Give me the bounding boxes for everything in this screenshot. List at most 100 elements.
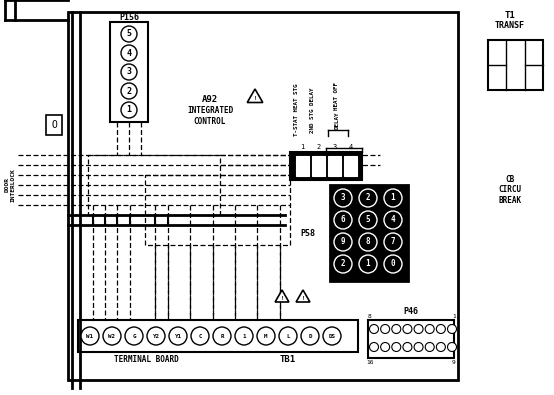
Circle shape bbox=[384, 211, 402, 229]
Text: 4: 4 bbox=[348, 144, 353, 150]
Text: TRANSF: TRANSF bbox=[495, 21, 525, 30]
Circle shape bbox=[169, 327, 187, 345]
Text: P46: P46 bbox=[403, 307, 418, 316]
Text: Y2: Y2 bbox=[152, 333, 160, 339]
Text: D: D bbox=[308, 333, 312, 339]
Text: 9: 9 bbox=[452, 359, 456, 365]
Text: 1: 1 bbox=[300, 144, 305, 150]
Circle shape bbox=[334, 211, 352, 229]
Text: W2: W2 bbox=[109, 333, 115, 339]
Circle shape bbox=[448, 342, 456, 352]
Circle shape bbox=[279, 327, 297, 345]
Text: 2: 2 bbox=[126, 87, 131, 96]
Bar bbox=[328, 156, 341, 176]
Bar bbox=[46, 115, 62, 135]
Text: 1: 1 bbox=[391, 194, 396, 203]
Circle shape bbox=[381, 325, 389, 333]
Text: 4: 4 bbox=[391, 216, 396, 224]
Circle shape bbox=[359, 233, 377, 251]
Circle shape bbox=[191, 327, 209, 345]
Circle shape bbox=[121, 45, 137, 61]
Text: L: L bbox=[286, 333, 290, 339]
Text: CB
CIRCU
BREAK: CB CIRCU BREAK bbox=[499, 175, 521, 205]
Circle shape bbox=[147, 327, 165, 345]
Circle shape bbox=[359, 189, 377, 207]
Text: 9: 9 bbox=[341, 237, 345, 246]
Text: 3: 3 bbox=[126, 68, 131, 77]
Circle shape bbox=[121, 26, 137, 42]
Text: TERMINAL BOARD: TERMINAL BOARD bbox=[114, 356, 178, 365]
Bar bbox=[290, 152, 362, 180]
Polygon shape bbox=[247, 89, 263, 102]
Circle shape bbox=[301, 327, 319, 345]
Text: INTEGRATED
CONTROL: INTEGRATED CONTROL bbox=[187, 106, 233, 126]
Text: 2ND STG DELAY: 2ND STG DELAY bbox=[310, 87, 315, 133]
Circle shape bbox=[437, 342, 445, 352]
Text: 0: 0 bbox=[391, 260, 396, 269]
Circle shape bbox=[121, 102, 137, 118]
Circle shape bbox=[384, 255, 402, 273]
Circle shape bbox=[370, 325, 378, 333]
Text: 1: 1 bbox=[242, 333, 246, 339]
Circle shape bbox=[414, 342, 423, 352]
Bar bbox=[344, 156, 357, 176]
Text: 8: 8 bbox=[366, 237, 370, 246]
Text: 8: 8 bbox=[368, 314, 372, 320]
Text: G: G bbox=[132, 333, 136, 339]
Circle shape bbox=[392, 342, 401, 352]
Circle shape bbox=[257, 327, 275, 345]
Text: W1: W1 bbox=[86, 333, 94, 339]
Text: P156: P156 bbox=[119, 13, 139, 21]
Circle shape bbox=[359, 255, 377, 273]
Circle shape bbox=[425, 325, 434, 333]
Text: TB1: TB1 bbox=[280, 356, 296, 365]
Text: !: ! bbox=[280, 297, 284, 301]
Circle shape bbox=[403, 325, 412, 333]
Circle shape bbox=[414, 325, 423, 333]
Text: O: O bbox=[51, 120, 57, 130]
Polygon shape bbox=[275, 290, 289, 302]
Text: 1: 1 bbox=[366, 260, 370, 269]
Circle shape bbox=[384, 233, 402, 251]
Text: C: C bbox=[198, 333, 202, 339]
Circle shape bbox=[437, 325, 445, 333]
Text: 1: 1 bbox=[126, 105, 131, 115]
Circle shape bbox=[121, 64, 137, 80]
Text: DELAY: DELAY bbox=[335, 111, 340, 129]
Text: M: M bbox=[264, 333, 268, 339]
Circle shape bbox=[403, 342, 412, 352]
Text: HEAT OFF: HEAT OFF bbox=[335, 82, 340, 110]
Circle shape bbox=[103, 327, 121, 345]
Circle shape bbox=[81, 327, 99, 345]
Bar bbox=[296, 156, 309, 176]
Polygon shape bbox=[296, 290, 310, 302]
Circle shape bbox=[392, 325, 401, 333]
Text: 5: 5 bbox=[366, 216, 370, 224]
Circle shape bbox=[323, 327, 341, 345]
Circle shape bbox=[125, 327, 143, 345]
Text: DS: DS bbox=[329, 333, 336, 339]
Bar bbox=[68, 12, 458, 380]
Circle shape bbox=[213, 327, 231, 345]
Text: 1: 1 bbox=[452, 314, 456, 320]
Bar bbox=[312, 156, 325, 176]
Text: !: ! bbox=[301, 297, 305, 301]
Circle shape bbox=[235, 327, 253, 345]
Text: 2: 2 bbox=[366, 194, 370, 203]
Circle shape bbox=[359, 211, 377, 229]
Circle shape bbox=[425, 342, 434, 352]
Circle shape bbox=[448, 325, 456, 333]
Bar bbox=[488, 40, 543, 90]
Text: A92: A92 bbox=[202, 96, 218, 105]
Text: 16: 16 bbox=[366, 359, 374, 365]
Text: 3: 3 bbox=[341, 194, 345, 203]
Circle shape bbox=[334, 189, 352, 207]
Text: 2: 2 bbox=[316, 144, 321, 150]
Text: P58: P58 bbox=[300, 228, 315, 237]
Text: T1: T1 bbox=[505, 11, 515, 21]
Bar bbox=[330, 185, 408, 281]
Text: 2: 2 bbox=[341, 260, 345, 269]
Text: 6: 6 bbox=[341, 216, 345, 224]
Text: !: ! bbox=[253, 96, 257, 102]
Text: T-STAT HEAT STG: T-STAT HEAT STG bbox=[294, 84, 299, 136]
